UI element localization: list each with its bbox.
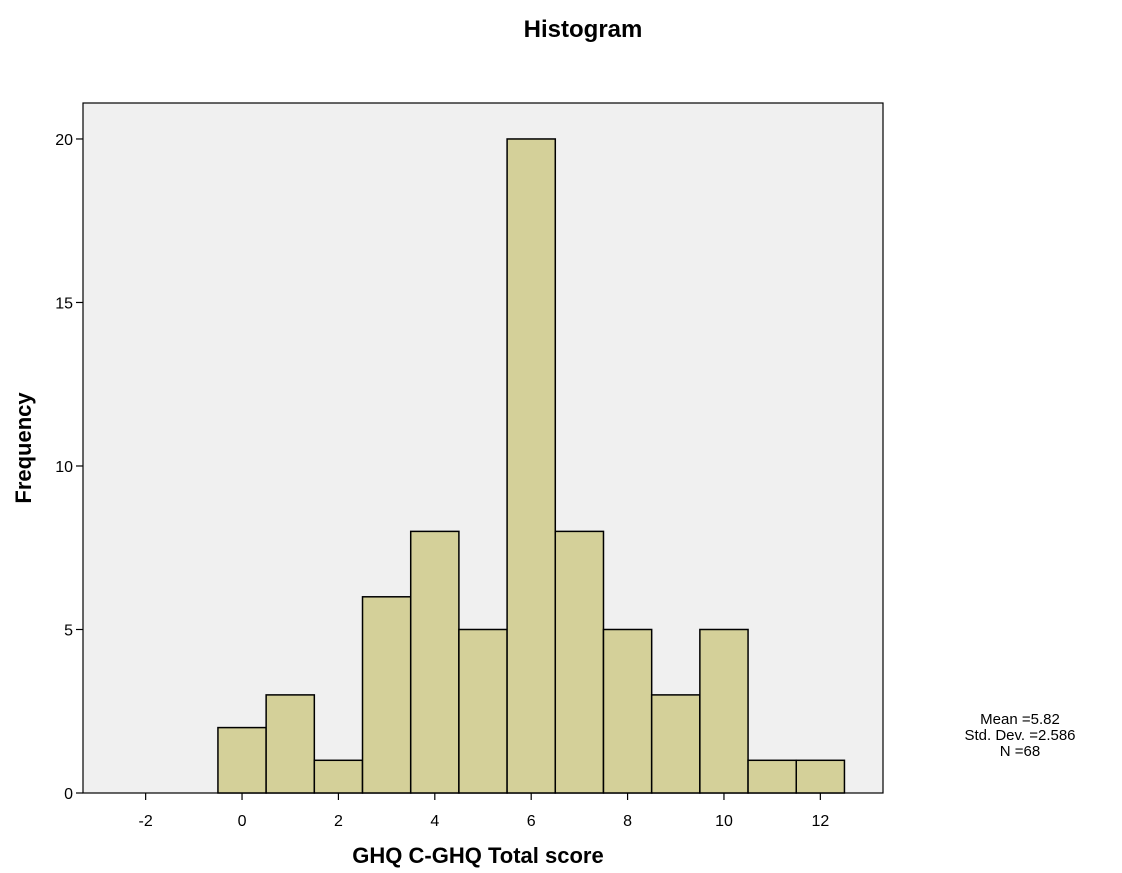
- histogram-bar: [458, 628, 508, 794]
- x-tick-label: 2: [334, 813, 343, 830]
- x-axis-title: GHQ C-GHQ Total score: [352, 843, 603, 868]
- x-axis-ticks: -2 0 2 4 6 8 10 12: [139, 793, 829, 830]
- mean-label: Mean =5.82: [980, 711, 1060, 728]
- statistics-legend: Mean =5.82 Std. Dev. =2.586 N =68: [920, 712, 1120, 760]
- chart-title: Histogram: [524, 16, 643, 43]
- x-tick-label: 0: [238, 813, 247, 830]
- histogram-bar: [409, 530, 460, 794]
- y-tick-label: 10: [55, 459, 73, 476]
- histogram-bar: [747, 759, 798, 794]
- y-axis-title: Frequency: [11, 392, 36, 504]
- x-tick-label: -2: [139, 813, 153, 830]
- histogram-bar: [650, 694, 701, 794]
- n-label: N =68: [999, 743, 1041, 760]
- y-tick-label: 0: [64, 786, 73, 803]
- y-tick-label: 15: [55, 295, 73, 312]
- histogram-bar: [795, 759, 846, 794]
- y-axis-ticks: 0 5 10 15 20: [55, 132, 83, 803]
- std-dev-label: Std. Dev. =2.586: [964, 727, 1076, 744]
- bars-group: [217, 138, 846, 794]
- histogram-bar: [265, 694, 316, 794]
- histogram-bar: [361, 596, 412, 794]
- histogram-bar: [602, 628, 653, 794]
- x-tick-label: 6: [527, 813, 536, 830]
- histogram-bar: [217, 726, 267, 794]
- histogram-bar: [506, 138, 557, 794]
- x-tick-label: 10: [715, 813, 733, 830]
- histogram-bar: [313, 759, 364, 794]
- x-tick-label: 12: [811, 813, 829, 830]
- histogram-bar: [699, 628, 749, 794]
- y-tick-label: 20: [55, 132, 73, 149]
- histogram-bar: [554, 530, 605, 794]
- x-tick-label: 8: [623, 813, 632, 830]
- x-tick-label: 4: [430, 813, 439, 830]
- y-tick-label: 5: [64, 622, 73, 639]
